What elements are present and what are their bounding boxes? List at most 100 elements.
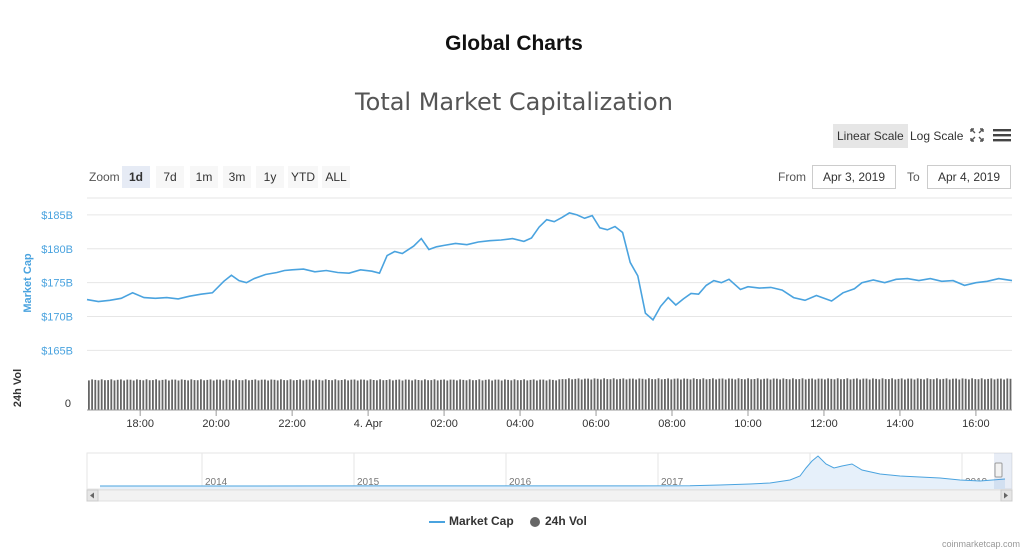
- volume-bar: [248, 380, 250, 410]
- volume-bar: [180, 379, 183, 410]
- volume-bar: [222, 380, 225, 410]
- volume-bar: [676, 378, 679, 410]
- volume-bar: [267, 380, 269, 410]
- volume-bar: [542, 379, 545, 410]
- volume-bar: [312, 380, 314, 410]
- volume-bar: [257, 380, 260, 410]
- volume-bar: [433, 379, 436, 410]
- volume-bar: [734, 379, 737, 410]
- volume-bar: [94, 379, 97, 410]
- navigator-year-label: 2014: [205, 477, 228, 488]
- volume-bar: [756, 378, 759, 410]
- zoom-1d-button[interactable]: 1d: [122, 166, 150, 188]
- log-scale-button[interactable]: Log Scale: [910, 129, 964, 143]
- volume-bar: [686, 378, 689, 410]
- volume-bar: [596, 378, 599, 410]
- volume-bar: [904, 379, 906, 410]
- volume-bar: [606, 379, 609, 410]
- to-date-input[interactable]: Apr 4, 2019: [927, 165, 1011, 189]
- volume-bar: [164, 379, 167, 410]
- volume-bar: [798, 379, 801, 410]
- volume-bar: [801, 378, 804, 410]
- volume-bar: [648, 378, 650, 410]
- volume-bar: [548, 379, 551, 410]
- volume-bar: [577, 378, 580, 410]
- volume-bar: [996, 378, 999, 410]
- fullscreen-icon[interactable]: [970, 128, 984, 142]
- x-tick-label: 02:00: [430, 418, 458, 430]
- volume-bar: [785, 379, 788, 410]
- y-tick-label: $185B: [41, 210, 73, 222]
- volume-bar: [424, 379, 426, 410]
- volume-bar: [366, 380, 369, 410]
- linear-scale-button[interactable]: Linear Scale: [833, 124, 908, 148]
- volume-bar: [980, 378, 983, 410]
- volume-bar: [315, 379, 317, 410]
- volume-bar: [209, 379, 212, 410]
- volume-bar: [516, 380, 519, 410]
- zoom-ytd-button[interactable]: YTD: [288, 166, 318, 188]
- y-axis-ticks: $185B $180B $175B $170B $165B: [41, 210, 73, 357]
- volume-bar: [811, 378, 813, 410]
- zoom-all-button[interactable]: ALL: [322, 166, 350, 188]
- volume-bar: [692, 378, 695, 410]
- scrollbar-track[interactable]: [86, 489, 1013, 502]
- volume-bar: [350, 379, 353, 410]
- volume-bar: [328, 380, 330, 410]
- volume-bar: [619, 378, 621, 410]
- volume-bar: [888, 379, 890, 410]
- volume-bar: [305, 379, 308, 410]
- legend-24h-vol-label: 24h Vol: [545, 514, 587, 528]
- x-tick-label: 22:00: [278, 418, 306, 430]
- volume-bar: [1000, 378, 1002, 410]
- volume-bar: [395, 379, 397, 410]
- volume-bar: [654, 379, 657, 410]
- volume-bar: [1009, 378, 1012, 410]
- zoom-7d-button[interactable]: 7d: [156, 166, 184, 188]
- volume-bar: [660, 379, 663, 410]
- volume-bar: [129, 379, 132, 410]
- volume-bar: [776, 378, 778, 410]
- volume-bar: [907, 378, 909, 410]
- volume-bar: [958, 379, 961, 410]
- volume-bar: [251, 379, 253, 410]
- to-label: To: [907, 170, 920, 184]
- volume-bar: [804, 379, 807, 410]
- volume-bar: [321, 380, 324, 410]
- volume-bar: [523, 379, 525, 410]
- volume-bar: [340, 380, 343, 410]
- volume-bar: [104, 380, 106, 410]
- volume-bar: [302, 380, 305, 410]
- volume-bar: [504, 379, 506, 410]
- navigator-area: [100, 456, 1005, 489]
- volume-bar: [625, 379, 628, 410]
- scroll-right-arrow-icon: [1004, 492, 1008, 499]
- navigator-selection[interactable]: [994, 453, 1012, 489]
- scrollbar[interactable]: [86, 489, 1013, 502]
- legend-line-icon: [429, 520, 445, 523]
- scroll-left-arrow-icon: [90, 492, 94, 499]
- zoom-1m-button[interactable]: 1m: [190, 166, 218, 188]
- volume-bar: [190, 379, 193, 410]
- menu-icon[interactable]: [993, 128, 1011, 142]
- legend-market-cap[interactable]: Market Cap: [429, 514, 514, 528]
- volume-bar: [283, 380, 285, 410]
- legend-24h-vol[interactable]: 24h Vol: [530, 514, 587, 528]
- volume-bar: [561, 379, 564, 410]
- volume-bar: [292, 380, 295, 410]
- from-date-input[interactable]: Apr 3, 2019: [812, 165, 896, 189]
- volume-bar: [760, 379, 762, 410]
- volume-bar: [235, 379, 237, 410]
- navigator-handle[interactable]: [994, 462, 1003, 478]
- volume-bar: [481, 380, 484, 410]
- zoom-1y-button[interactable]: 1y: [256, 166, 284, 188]
- volume-bar: [622, 378, 625, 410]
- volume-bar: [984, 379, 986, 410]
- volume-bar: [897, 378, 900, 410]
- volume-bar: [273, 379, 276, 410]
- volume-bar: [942, 378, 945, 410]
- navigator[interactable]: 201420152016201720182019: [86, 452, 1013, 490]
- credit-link[interactable]: coinmarketcap.com: [941, 539, 1020, 549]
- zoom-3m-button[interactable]: 3m: [223, 166, 251, 188]
